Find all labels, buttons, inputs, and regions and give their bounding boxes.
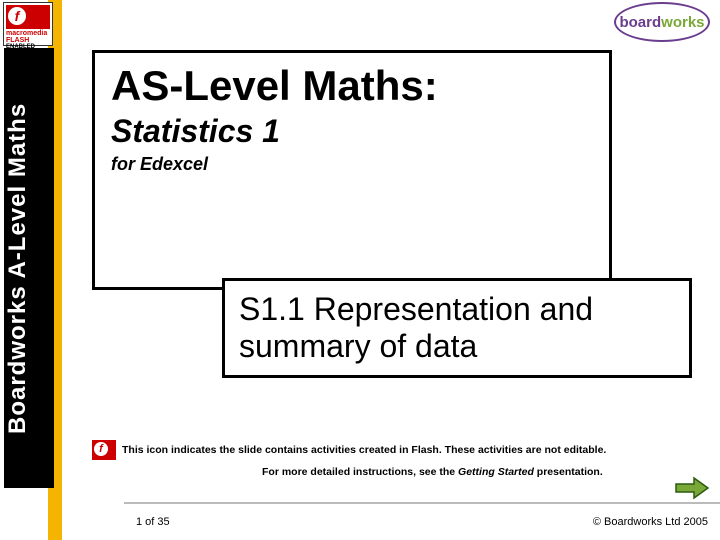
subtitle-box: S1.1 Representation and summary of data — [222, 278, 692, 378]
page-counter: 1 of 35 — [136, 516, 170, 528]
title-for-line: for Edexcel — [111, 154, 593, 175]
note-line-1: This icon indicates the slide contains a… — [122, 444, 606, 456]
footer: 1 of 35 © Boardworks Ltd 2005 — [124, 502, 720, 540]
note-line-2: For more detailed instructions, see the … — [262, 466, 603, 478]
copyright-text: © Boardworks Ltd 2005 — [593, 516, 708, 528]
flash-icon: f — [92, 440, 116, 460]
subtitle-text: S1.1 Representation and summary of data — [239, 291, 675, 365]
next-arrow-button[interactable] — [674, 476, 710, 500]
flash-enabled-text: ENABLED — [6, 44, 50, 50]
flash-note-row: f This icon indicates the slide contains… — [92, 440, 712, 460]
left-sidebar: Boardworks A-Level Maths — [0, 0, 58, 540]
sidebar-title: Boardworks A-Level Maths — [4, 48, 54, 488]
flash-brand-text: macromediaFLASH — [6, 30, 50, 44]
flash-icon: f — [8, 7, 26, 25]
title-box: AS-Level Maths: Statistics 1 for Edexcel — [92, 50, 612, 290]
title-main: AS-Level Maths: — [111, 63, 593, 109]
flash-enabled-badge: f macromediaFLASH ENABLED — [3, 2, 53, 46]
title-subtitle: Statistics 1 — [111, 113, 593, 150]
